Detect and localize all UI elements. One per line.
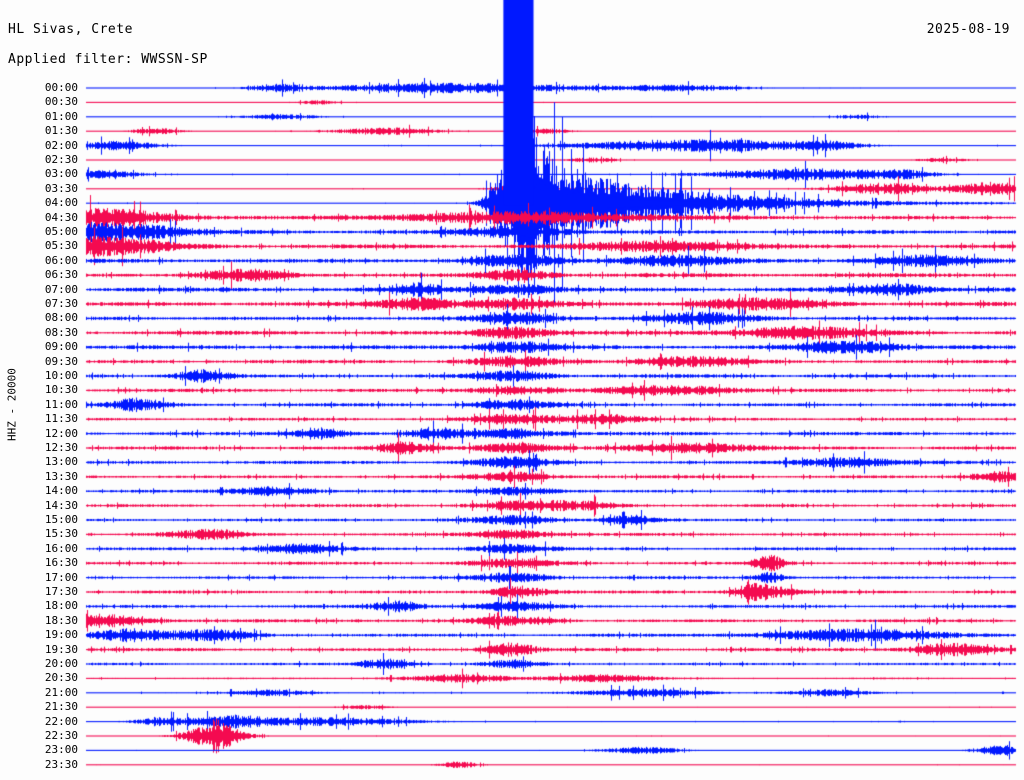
seismogram-canvas [0, 0, 1024, 780]
helicorder-plot: HL Sivas, Crete Applied filter: WWSSN-SP… [0, 0, 1024, 780]
